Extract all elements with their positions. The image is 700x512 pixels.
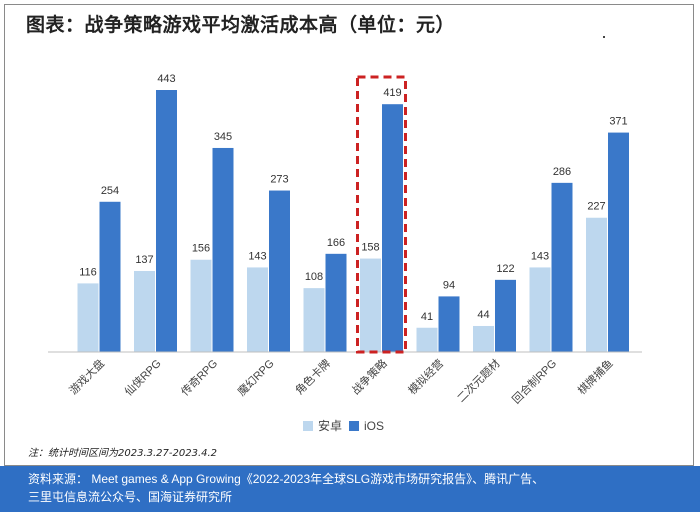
category-label-3: 魔幻RPG — [234, 356, 276, 398]
label-android-3: 143 — [248, 250, 266, 262]
bar-ios-5 — [382, 104, 403, 353]
label-android-9: 227 — [587, 201, 605, 213]
label-ios-0: 254 — [101, 185, 119, 197]
legend-swatch-ios — [349, 421, 359, 431]
bar-chart: 116 254 游戏大盘 137 443 仙侠RPG 156 345 传奇RPG 143 273 魔幻… — [48, 73, 642, 433]
label-android-6: 41 — [421, 311, 433, 323]
source-line-2: 三里屯信息流公众号、国海证券研究所 — [28, 490, 233, 504]
bar-android-6 — [416, 327, 438, 352]
bar-android-7 — [473, 325, 494, 352]
bar-android-8 — [529, 267, 551, 352]
category-label-9: 棋牌捕鱼 — [575, 356, 616, 397]
category-label-6: 模拟经营 — [405, 356, 446, 397]
source-banner: 资料来源： Meet games & App Growing《2022-2023… — [0, 466, 700, 512]
bar-ios-0 — [99, 201, 121, 352]
label-ios-4: 166 — [327, 237, 345, 249]
bar-android-0 — [77, 283, 99, 352]
legend-swatch-android — [303, 421, 313, 431]
chart-title: 图表：战争策略游戏平均激活成本高（单位：元） — [26, 14, 456, 36]
category-label-8: 回合制RPG — [509, 356, 559, 406]
bar-ios-4 — [325, 253, 347, 352]
footnote: 注：统计时间区间为2023.3.27-2023.4.2 — [28, 448, 218, 459]
bar-ios-8 — [551, 182, 573, 352]
bar-ios-9 — [608, 132, 629, 352]
category-label-2: 传奇RPG — [179, 357, 221, 399]
label-ios-9: 371 — [609, 116, 627, 128]
bar-ios-3 — [269, 190, 290, 352]
label-ios-6: 94 — [443, 279, 455, 291]
label-android-7: 44 — [477, 309, 489, 321]
bar-ios-2 — [212, 147, 234, 352]
label-ios-2: 345 — [214, 131, 232, 143]
category-label-5: 战争策略 — [349, 356, 390, 397]
highlight-box — [356, 75, 407, 354]
category-label-1: 仙侠RPG — [122, 357, 164, 399]
category-label-0: 游戏大盘 — [66, 356, 107, 397]
category-label-7: 二次元题材 — [454, 356, 503, 405]
legend-label-ios: iOS — [364, 419, 384, 433]
legend-label-android: 安卓 — [318, 418, 342, 433]
bar-android-1 — [134, 270, 155, 352]
label-ios-8: 286 — [553, 166, 571, 178]
bar-ios-6 — [438, 296, 460, 352]
label-android-0: 116 — [79, 266, 97, 278]
bar-ios-1 — [156, 90, 177, 352]
label-android-1: 137 — [135, 254, 153, 266]
decorative-dot — [603, 36, 605, 38]
bar-android-2 — [190, 259, 212, 352]
label-ios-5: 419 — [383, 87, 401, 99]
bar-android-9 — [586, 217, 607, 352]
label-android-2: 156 — [192, 243, 210, 255]
label-android-5: 158 — [361, 242, 379, 254]
label-ios-7: 122 — [496, 263, 514, 275]
label-ios-3: 273 — [270, 174, 288, 186]
source-line-1: 资料来源： Meet games & App Growing《2022-2023… — [28, 472, 545, 486]
label-android-8: 143 — [531, 250, 549, 262]
category-label-4: 角色卡牌 — [292, 356, 333, 397]
label-android-4: 108 — [305, 271, 323, 283]
bar-android-4 — [303, 288, 325, 352]
bar-android-3 — [247, 267, 268, 352]
bar-ios-7 — [495, 279, 516, 352]
label-ios-1: 443 — [157, 73, 175, 85]
bar-android-5 — [360, 258, 381, 352]
